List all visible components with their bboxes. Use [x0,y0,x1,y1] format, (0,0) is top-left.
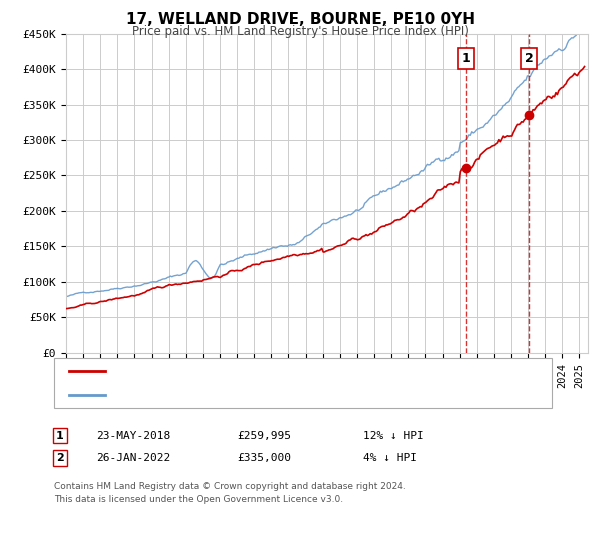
Text: 26-JAN-2022: 26-JAN-2022 [96,453,170,463]
Text: Contains HM Land Registry data © Crown copyright and database right 2024.: Contains HM Land Registry data © Crown c… [54,482,406,491]
Text: 17, WELLAND DRIVE, BOURNE, PE10 0YH (detached house): 17, WELLAND DRIVE, BOURNE, PE10 0YH (det… [112,366,437,376]
Text: £335,000: £335,000 [237,453,291,463]
Text: 17, WELLAND DRIVE, BOURNE, PE10 0YH: 17, WELLAND DRIVE, BOURNE, PE10 0YH [125,12,475,27]
Text: HPI: Average price, detached house, South Kesteven: HPI: Average price, detached house, Sout… [112,390,425,400]
Text: 2: 2 [56,453,64,463]
Text: 23-MAY-2018: 23-MAY-2018 [96,431,170,441]
Text: £259,995: £259,995 [237,431,291,441]
Text: This data is licensed under the Open Government Licence v3.0.: This data is licensed under the Open Gov… [54,495,343,504]
Text: 1: 1 [56,431,64,441]
Text: Price paid vs. HM Land Registry's House Price Index (HPI): Price paid vs. HM Land Registry's House … [131,25,469,38]
Text: 12% ↓ HPI: 12% ↓ HPI [363,431,424,441]
Text: 4% ↓ HPI: 4% ↓ HPI [363,453,417,463]
Text: 2: 2 [525,52,533,65]
Text: 1: 1 [462,52,470,65]
